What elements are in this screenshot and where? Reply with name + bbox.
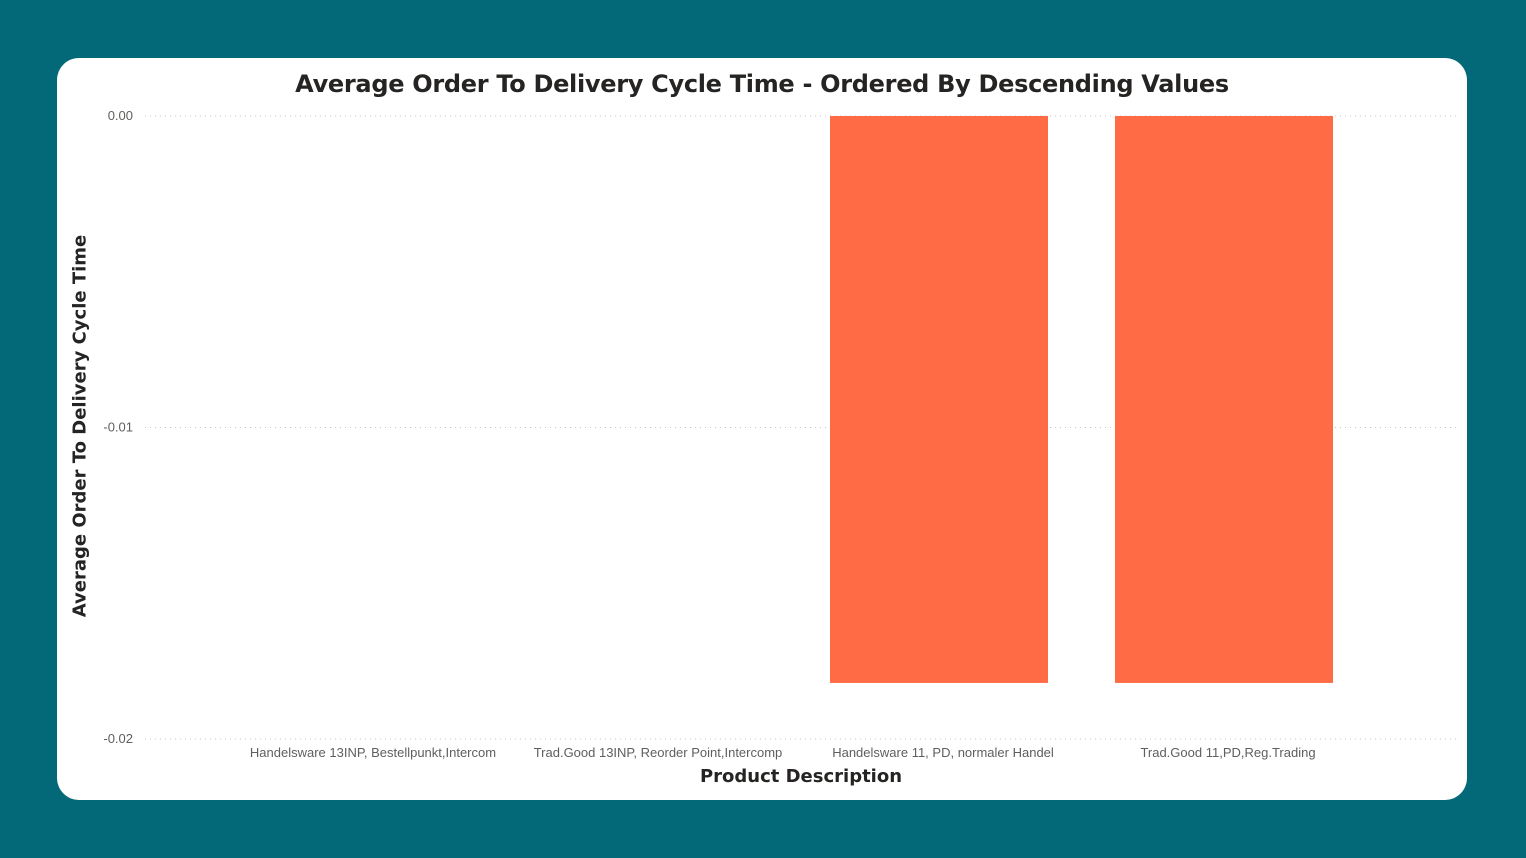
y-axis-ticks: 0.00 -0.01 -0.02: [103, 108, 133, 746]
y-tick-label: -0.02: [103, 731, 133, 746]
x-axis-title: Product Description: [699, 766, 903, 787]
bar[interactable]: [830, 116, 1048, 683]
y-axis-title: Average Order To Delivery Cycle Time: [69, 234, 91, 618]
y-tick-label: 0.00: [108, 108, 133, 123]
bars: [830, 116, 1333, 683]
x-category-label: Trad.Good 11,PD,Reg.Trading: [1140, 745, 1315, 760]
x-category-label: Handelsware 13INP, Bestellpunkt,Intercom: [250, 745, 496, 760]
x-category-label: Trad.Good 13INP, Reorder Point,Intercomp: [534, 745, 783, 760]
bar[interactable]: [1115, 116, 1333, 683]
y-tick-label: -0.01: [103, 420, 133, 435]
x-axis-categories: Handelsware 13INP, Bestellpunkt,Intercom…: [250, 745, 1316, 760]
x-category-label: Handelsware 11, PD, normaler Handel: [832, 745, 1054, 760]
chart-title: Average Order To Delivery Cycle Time - O…: [295, 70, 1229, 98]
